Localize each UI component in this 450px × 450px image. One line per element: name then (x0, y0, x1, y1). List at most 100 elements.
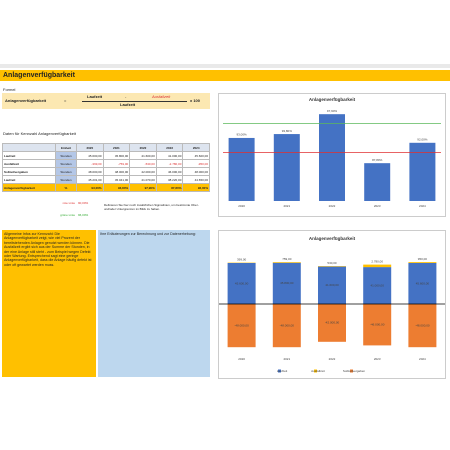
bar-segment (272, 262, 301, 263)
bar-segment (408, 304, 437, 348)
cell: Stunden (55, 159, 77, 168)
bar-segment (227, 262, 256, 304)
data-label: 93,00% (237, 133, 248, 137)
formula-equals: = (64, 98, 67, 103)
notes-box: Ihre Erläuterungen zur Berechnung und zu… (98, 230, 210, 377)
legend-label: Laufzeit (277, 369, 288, 373)
cell: 41.000,00 (155, 151, 184, 160)
data-label: -48.000,00 (415, 323, 430, 327)
cell: 46.000,00 (155, 167, 184, 176)
formula-name: Anlagenverfügbarkeit (5, 98, 47, 103)
data-label: -48.000,00 (234, 323, 249, 327)
table-row: Ausfallzeit Stunden -399,00 -759,00 -530,00-… (2, 159, 210, 168)
chart-title: Anlagenverfügbarkeit (309, 97, 356, 102)
table-row: Sollzeitvergaben Stunden 48.000,00 48.000,0… (2, 167, 210, 176)
x-tick-label: 2023 (374, 204, 381, 208)
cell: 45.600,00 (76, 151, 104, 160)
cell: Stunden (55, 167, 77, 176)
bar-segment (363, 264, 392, 268)
limit-label: rote Linie (62, 201, 75, 205)
data-label: 399,00 (237, 257, 247, 261)
x-tick-label: 2021 (283, 204, 290, 208)
data-label: 41.600,00 (325, 283, 339, 287)
formula-box: Anlagenverfügbarkeit = Laufzeit - Ausfal… (2, 93, 210, 109)
data-label: -42.000,00 (325, 321, 340, 325)
legend-swatch (278, 369, 281, 373)
x-tick-label: 2024 (419, 357, 426, 361)
column-header: 2023 (155, 143, 184, 152)
data-label: 759,00 (282, 257, 292, 261)
data-label: 87,80% (372, 158, 383, 162)
data-label: 41.000,00 (371, 283, 385, 287)
column-header: 2024 (182, 143, 210, 152)
cell: 41.600,00 (129, 151, 157, 160)
chart: Anlagenverfügbarkeit 45.600,00 399,00 -48.0… (218, 230, 446, 379)
formula-label: Formel (3, 87, 16, 92)
formula-denominator: Laufzeit (120, 102, 136, 107)
bar (273, 134, 300, 201)
formula-factor: x 100 (190, 98, 201, 103)
cell: 48.000,00 (102, 167, 131, 176)
limit-note: Definieren Sie hier noch zusätzlichen Si… (104, 203, 199, 211)
bar-segment (363, 267, 392, 304)
cell: 38.220,00 (155, 175, 184, 184)
cell: -2.780,00 (155, 159, 184, 168)
table-row: Laufzeit Stunden 45.600,00 45.800,00 41.600,… (2, 151, 210, 160)
data-label: -46.000,00 (370, 322, 385, 326)
bar-segment (408, 262, 437, 304)
chart-title: Anlagenverfügbarkeit (309, 236, 356, 241)
chart: Anlagenverfügbarkeit 93,00% 2020 93,80% 2021… (218, 93, 446, 217)
row-label: Laufzeit (2, 175, 56, 184)
cell: -950,00 (182, 159, 210, 168)
cell: 93,00% (76, 183, 104, 192)
cell: 48.000,00 (76, 167, 104, 176)
cell: % (55, 183, 77, 192)
column-header: 2022 (129, 143, 157, 152)
x-tick-label: 2024 (419, 204, 426, 208)
table-title: Daten für Kennzahl Anlagenverfügbarkeit (3, 131, 76, 136)
cell: 45.201,00 (76, 175, 104, 184)
row-label: Anlagenverfügbarkeit (2, 183, 56, 192)
table-header: Einheit 2020 2021 2022 2023 2024 (2, 143, 210, 152)
legend-label: Ausfallzeit (311, 369, 325, 373)
x-tick-label: 2020 (238, 357, 245, 361)
cell: 87,80% (155, 183, 184, 192)
cell: -399,00 (76, 159, 104, 168)
bar (409, 142, 436, 201)
bar (364, 163, 391, 201)
sheet-header (0, 64, 450, 68)
bar-segment (318, 304, 346, 342)
table-row: Anlagenverfügbarkeit% 93,00% 93,80% 97,90% 8… (2, 183, 210, 192)
legend-swatch (350, 369, 353, 373)
bar-segment (363, 304, 392, 346)
bar-segment (272, 262, 301, 304)
data-label: 950,00 (418, 257, 428, 261)
data-label: 45.800,00 (280, 281, 294, 285)
data-label: 530,00 (327, 261, 337, 265)
data-table: Einheit 2020 2021 2022 2023 2024 Laufzeit Stund… (2, 143, 210, 192)
cell: Stunden (55, 175, 77, 184)
bar-segment (227, 304, 256, 348)
x-tick-label: 2022 (329, 357, 336, 361)
data-label: -48.000,00 (280, 323, 295, 327)
x-tick-label: 2021 (283, 357, 290, 361)
table-row: Laufzeit Stunden 45.201,00 45.041,00 41.070,… (2, 175, 210, 184)
formula-numerator: Laufzeit (87, 94, 103, 99)
bar (319, 114, 345, 201)
x-tick-label: 2020 (238, 204, 245, 208)
formula-minus: - (125, 94, 127, 99)
cell: 45.800,00 (102, 151, 131, 160)
data-label: 45.600,00 (416, 281, 430, 285)
cell: 97,90% (129, 183, 157, 192)
cell: 45.041,00 (102, 175, 131, 184)
bar-segment (318, 266, 346, 304)
cell: 93,80% (102, 183, 131, 192)
info-box: Allgemeine Infos zur Kennzahl: Die Anlag… (2, 230, 96, 377)
cell: 42.000,00 (129, 167, 157, 176)
limit-value: 90,00% (78, 201, 89, 205)
cell (2, 143, 56, 152)
formula-numerator: Ausfallzeit (152, 94, 171, 99)
cell: 44.650,00 (182, 175, 210, 184)
row-label: Ausfallzeit (2, 159, 56, 168)
